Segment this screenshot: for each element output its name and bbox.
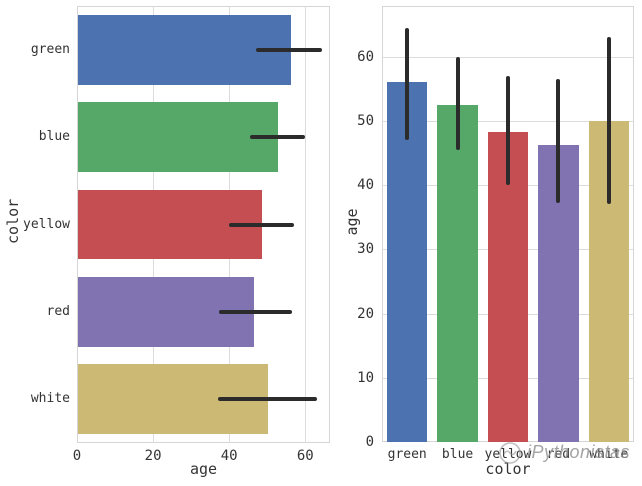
watermark-text: iPythonistas <box>527 441 631 462</box>
x-tick-label: 40 <box>220 448 238 464</box>
x-tick-label: blue <box>441 447 474 462</box>
y-tick-label: 30 <box>357 241 374 258</box>
y-tick-label: 50 <box>357 112 374 129</box>
watermark-logo-icon <box>499 442 521 464</box>
x-tick-label: 20 <box>144 448 162 464</box>
bar-green <box>78 14 292 85</box>
y-tick-label: white <box>30 391 70 407</box>
y-tick-label: blue <box>38 129 70 145</box>
error-bar-yellow <box>229 222 294 227</box>
bar-green <box>387 82 428 442</box>
error-bar-green <box>255 47 323 52</box>
y-tick-label: 60 <box>357 48 374 65</box>
error-bar-red <box>218 309 292 314</box>
bar-blue <box>78 102 278 173</box>
x-tick-label: green <box>387 447 427 462</box>
bar-blue <box>437 104 478 442</box>
y-tick-label: 40 <box>357 177 374 194</box>
error-bar-blue <box>455 56 460 150</box>
error-bar-blue <box>250 135 306 140</box>
y-tick-label: 10 <box>357 369 374 386</box>
gridline <box>382 56 634 58</box>
x-tick-label: 60 <box>296 448 314 464</box>
error-bar-green <box>405 27 410 141</box>
y-tick-label: yellow <box>23 216 70 232</box>
gridline <box>305 6 307 443</box>
watermark: iPythonistas <box>498 439 630 465</box>
y-tick-label: 20 <box>357 305 374 322</box>
x-tick-label: red <box>546 447 571 462</box>
right-chart-xlabel: color <box>485 460 531 478</box>
y-tick-label: 0 <box>365 434 374 450</box>
error-bar-white <box>217 397 317 402</box>
error-bar-yellow <box>506 75 510 186</box>
y-tick-label: red <box>46 303 70 319</box>
x-tick-label: 0 <box>72 448 82 464</box>
error-bar-white <box>606 37 611 205</box>
x-tick-label: white <box>589 447 629 462</box>
error-bar-red <box>556 79 561 204</box>
y-tick-label: green <box>30 41 70 57</box>
left-chart-xlabel: age <box>189 460 218 478</box>
right-chart-ylabel: age <box>343 208 361 236</box>
